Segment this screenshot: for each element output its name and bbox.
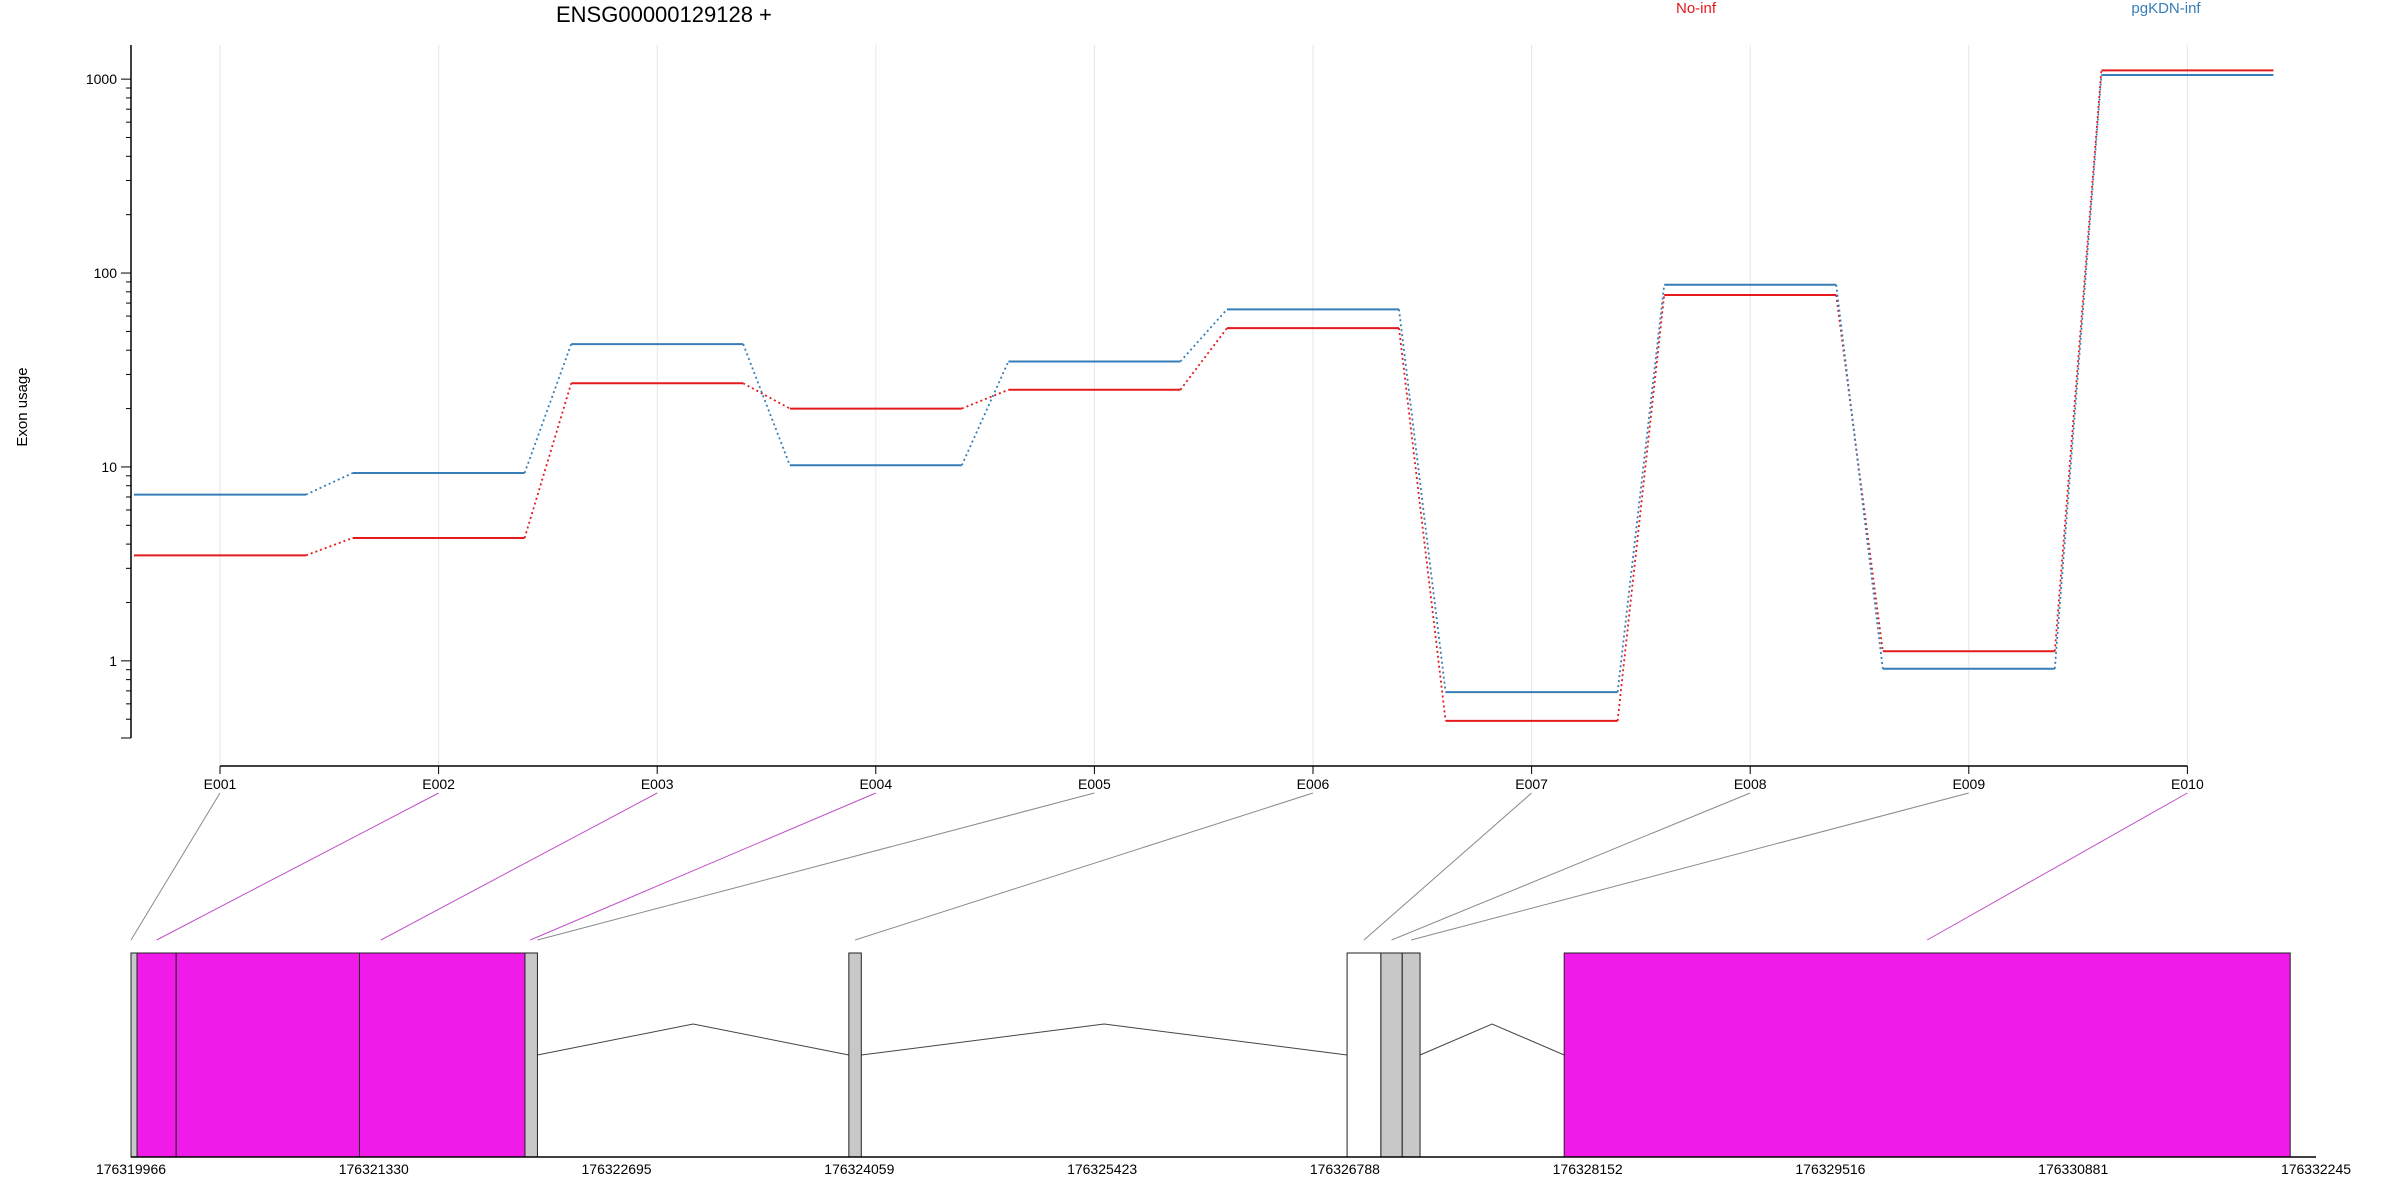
series-no-inf-connector-e005 — [1179, 327, 1228, 391]
series-pgkdn-inf-connector-e001 — [305, 472, 353, 496]
series-no-inf-connector-e003 — [742, 382, 791, 410]
series-no-inf-connector-e007 — [1616, 294, 1666, 722]
series-pgkdn-inf-connector-e008 — [1835, 284, 1884, 669]
exon-e006 — [848, 952, 862, 1158]
y-tick-label-1: 1 — [109, 653, 117, 669]
gene-model: 176319966 176321330 176322695 176324059 1763… — [96, 792, 2351, 1177]
x-tick-label-e003: E003 — [641, 776, 674, 792]
series-no-inf-connector-e001 — [305, 537, 353, 557]
series-no-inf-connector-e004 — [961, 388, 1009, 410]
y-tick-label-100: 100 — [94, 265, 118, 281]
connector-e001 — [130, 792, 221, 941]
coordinate-label: 176325423 — [1067, 1161, 1137, 1177]
connector-e010 — [1926, 792, 2188, 941]
coordinate-label: 176330881 — [2038, 1161, 2108, 1177]
connector-e008 — [1391, 792, 1751, 941]
coordinate-label: 176329516 — [1795, 1161, 1865, 1177]
legend-pgkdn-inf: pgKDN-inf — [2131, 0, 2201, 17]
chart-title: ENSG00000129128 + — [556, 2, 772, 27]
x-tick-label-e009: E009 — [1952, 776, 1985, 792]
plot-area: 1 10 100 1000 E001 E002 E003 E004 E005 E006 E007 E0… — [86, 45, 2274, 792]
series-no-inf-connector-e002 — [523, 383, 573, 539]
exon-e004 — [358, 952, 526, 1158]
connector-e005 — [537, 792, 1095, 941]
series-no-inf-connector-e008 — [1835, 294, 1884, 652]
connector-e002 — [156, 792, 439, 941]
exon-e001 — [130, 952, 138, 1158]
connector-e007 — [1363, 792, 1532, 941]
legend-no-inf: No-inf — [1676, 0, 1717, 17]
exon-e002 — [136, 952, 177, 1158]
connector-e003 — [380, 792, 658, 941]
x-tick-label-e002: E002 — [422, 776, 455, 792]
x-tick-label-e008: E008 — [1734, 776, 1767, 792]
exon-e009 — [1401, 952, 1421, 1158]
series-pgkdn-inf-connector-e009 — [2053, 74, 2103, 669]
x-tick-label-e001: E001 — [204, 776, 237, 792]
x-tick-label-e004: E004 — [859, 776, 892, 792]
exon-e003 — [175, 952, 360, 1158]
connector-e009 — [1411, 792, 1969, 941]
coordinate-label: 176328152 — [1553, 1161, 1623, 1177]
coordinate-label: 176332245 — [2281, 1161, 2351, 1177]
exon-e008 — [1380, 952, 1403, 1158]
connector-e004 — [530, 792, 876, 941]
y-axis-label: Exon usage — [14, 367, 31, 446]
x-tick-label-e006: E006 — [1297, 776, 1330, 792]
series-pgkdn-inf-connector-e004 — [960, 361, 1010, 466]
series-pgkdn-inf-connector-e005 — [1179, 308, 1228, 363]
x-tick-label-e010: E010 — [2171, 776, 2204, 792]
series-pgkdn-inf-connector-e006 — [1398, 309, 1447, 693]
intron-2 — [861, 1023, 1348, 1056]
series-no-inf-connector-e009 — [2053, 70, 2103, 652]
series-no-inf-connector-e006 — [1398, 328, 1447, 722]
coordinate-label: 176324059 — [824, 1161, 894, 1177]
coordinate-label: 176326788 — [1310, 1161, 1380, 1177]
exon-e005 — [524, 952, 538, 1158]
exon-e007 — [1346, 952, 1382, 1158]
x-tick-label-e007: E007 — [1515, 776, 1548, 792]
connector-e006 — [854, 792, 1314, 941]
y-tick-label-10: 10 — [101, 459, 117, 475]
y-tick-label-1000: 1000 — [86, 71, 117, 87]
coordinate-label: 176322695 — [582, 1161, 652, 1177]
x-tick-label-e005: E005 — [1078, 776, 1111, 792]
coordinate-label: 176319966 — [96, 1161, 166, 1177]
intron-1 — [537, 1023, 849, 1056]
series-pgkdn-inf-connector-e003 — [742, 343, 791, 466]
exon-e010 — [1563, 952, 2291, 1158]
intron-3 — [1419, 1023, 1565, 1056]
coordinate-label: 176321330 — [339, 1161, 409, 1177]
series-pgkdn-inf-connector-e007 — [1616, 284, 1666, 693]
